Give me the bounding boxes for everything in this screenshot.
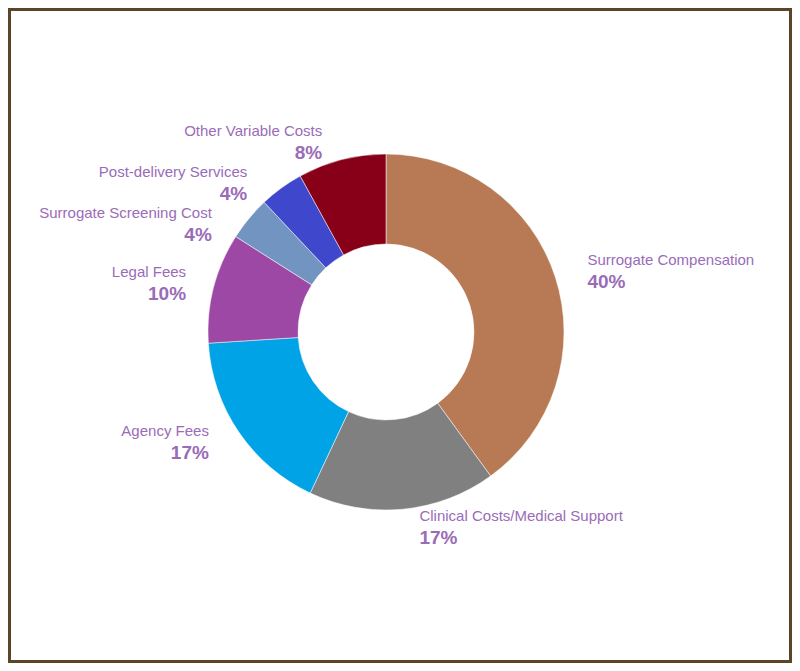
- svg-text:4%: 4%: [184, 224, 212, 245]
- svg-text:Legal Fees: Legal Fees: [112, 263, 186, 280]
- svg-text:Surrogate Screening Cost: Surrogate Screening Cost: [39, 204, 212, 221]
- svg-text:10%: 10%: [148, 283, 186, 304]
- svg-text:17%: 17%: [419, 527, 457, 548]
- svg-text:4%: 4%: [220, 183, 248, 204]
- svg-text:17%: 17%: [171, 442, 209, 463]
- svg-text:Post-delivery Services: Post-delivery Services: [99, 163, 247, 180]
- svg-text:Clinical Costs/Medical Support: Clinical Costs/Medical Support: [419, 507, 623, 524]
- svg-text:40%: 40%: [587, 271, 625, 292]
- svg-text:8%: 8%: [295, 142, 323, 163]
- svg-text:Agency Fees: Agency Fees: [121, 422, 209, 439]
- svg-text:Other Variable Costs: Other Variable Costs: [184, 122, 322, 139]
- svg-text:Surrogate Compensation: Surrogate Compensation: [587, 251, 754, 268]
